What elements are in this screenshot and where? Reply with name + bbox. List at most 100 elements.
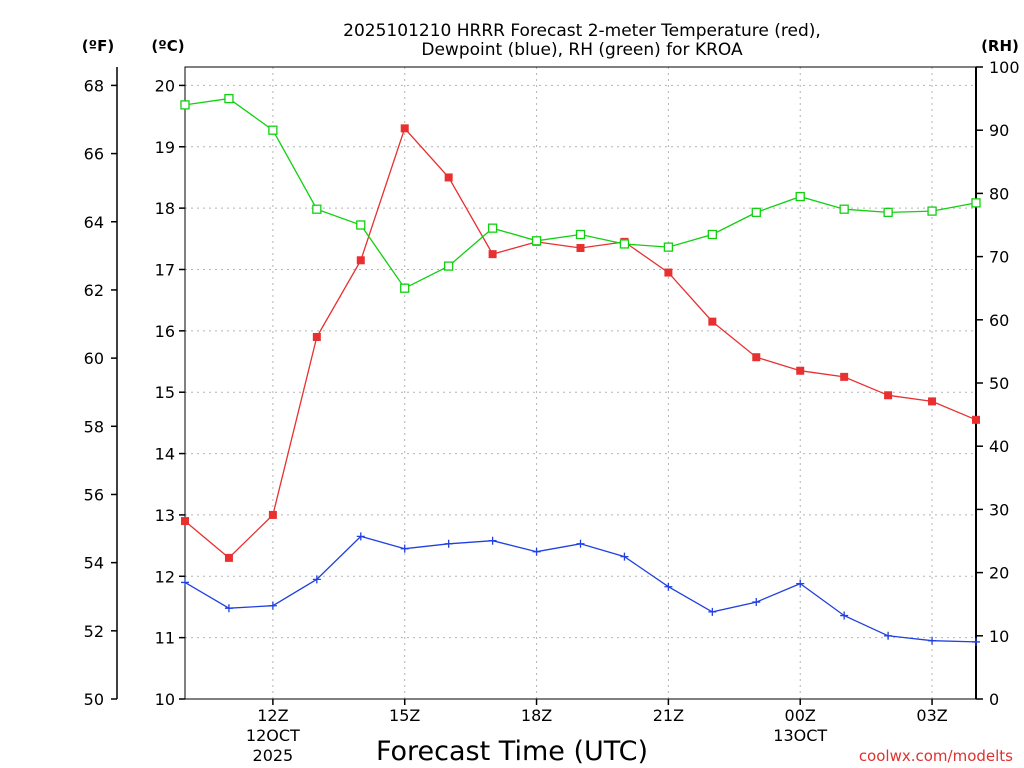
fahrenheit-tick-label: 54 xyxy=(84,554,104,573)
dewpoint-marker xyxy=(488,536,497,545)
dewpoint-marker xyxy=(884,631,893,640)
rh-marker xyxy=(663,242,674,252)
fahrenheit-tick-label: 52 xyxy=(84,622,104,641)
rh-tick-label: 10 xyxy=(989,627,1009,646)
fahrenheit-tick-label: 68 xyxy=(84,76,104,95)
dewpoint-marker xyxy=(356,532,365,541)
rh-tick-label: 40 xyxy=(989,437,1009,456)
rh-marker xyxy=(268,125,278,135)
rh-marker xyxy=(531,236,542,246)
dewpoint-marker xyxy=(224,604,233,613)
celsius-tick-label: 13 xyxy=(155,506,175,525)
rh-tick-label: 20 xyxy=(989,564,1009,583)
rh-marker xyxy=(400,283,410,293)
temperature-series xyxy=(181,124,980,562)
x-tick-label: 21Z xyxy=(653,706,684,725)
celsius-tick-label: 10 xyxy=(155,690,175,709)
x-tick-label: 18Z xyxy=(521,706,552,725)
dewpoint-marker xyxy=(708,607,717,616)
dewpoint-marker xyxy=(620,552,629,561)
dewpoint-marker xyxy=(444,539,453,548)
temperature-marker xyxy=(840,372,849,381)
celsius-tick-label: 19 xyxy=(155,138,175,157)
rh-marker xyxy=(356,220,366,230)
x-tick-label: 12Z xyxy=(257,706,288,725)
temperature-marker xyxy=(400,124,409,133)
temperature-line xyxy=(184,127,977,559)
rh-tick-label: 0 xyxy=(989,690,999,709)
dewpoint-marker xyxy=(664,582,673,591)
dewpoint-marker xyxy=(752,598,761,607)
fahrenheit-axis: 50 52 54 56 58 60 62 64 66 68 xyxy=(84,76,117,709)
rh-marker xyxy=(839,204,849,214)
x-tick-date: 12OCT xyxy=(246,726,300,745)
celsius-tick-label: 14 xyxy=(155,445,175,464)
chart-title-line1: 2025101210 HRRR Forecast 2-meter Tempera… xyxy=(343,21,821,41)
rh-axis: 0 10 20 30 40 50 60 70 80 90 100 xyxy=(976,58,1020,709)
fahrenheit-unit-label: (ºF) xyxy=(82,37,114,55)
dewpoint-marker xyxy=(796,579,805,588)
dewpoint-series xyxy=(181,532,980,646)
rh-tick-label: 50 xyxy=(989,374,1009,393)
rh-tick-label: 60 xyxy=(989,311,1009,330)
x-tick-label: 03Z xyxy=(916,706,947,725)
celsius-tick-label: 16 xyxy=(155,322,175,341)
rh-marker xyxy=(927,206,937,216)
x-tick-label: 15Z xyxy=(389,706,420,725)
temperature-marker xyxy=(972,415,980,424)
rh-tick-label: 80 xyxy=(989,184,1009,203)
rh-marker xyxy=(707,229,717,240)
temperature-marker xyxy=(796,366,805,375)
rh-marker xyxy=(224,93,234,104)
rh-marker xyxy=(575,229,586,240)
dewpoint-marker xyxy=(928,636,937,645)
temperature-marker xyxy=(576,244,585,253)
rh-tick-label: 90 xyxy=(989,121,1009,140)
rh-marker xyxy=(751,207,761,218)
rh-marker xyxy=(619,239,630,249)
celsius-tick-label: 11 xyxy=(155,629,175,648)
rh-series xyxy=(180,93,981,293)
celsius-tick-label: 15 xyxy=(155,383,175,402)
rh-tick-label: 100 xyxy=(989,58,1020,77)
chart-title-line2: Dewpoint (blue), RH (green) for KROA xyxy=(421,40,743,60)
temperature-marker xyxy=(356,256,365,265)
temperature-marker xyxy=(928,397,937,406)
x-tick-label: 00Z xyxy=(785,706,816,725)
celsius-tick-label: 18 xyxy=(155,199,175,218)
fahrenheit-tick-label: 58 xyxy=(84,417,104,436)
dewpoint-marker xyxy=(400,544,409,553)
rh-marker xyxy=(312,204,322,214)
temperature-marker xyxy=(752,353,761,362)
dewpoint-marker xyxy=(576,539,585,548)
rh-marker xyxy=(795,191,805,202)
dewpoint-marker xyxy=(181,578,189,587)
dewpoint-marker xyxy=(972,637,980,646)
temperature-marker xyxy=(444,173,453,182)
rh-unit-label: (RH) xyxy=(981,37,1019,55)
dewpoint-marker xyxy=(840,611,849,620)
rh-marker xyxy=(883,207,893,218)
temperature-marker xyxy=(268,510,277,519)
x-tick-date: 13OCT xyxy=(773,726,827,745)
celsius-tick-label: 12 xyxy=(155,567,175,586)
fahrenheit-tick-label: 56 xyxy=(84,485,104,504)
temperature-marker xyxy=(224,553,233,562)
temperature-marker xyxy=(488,250,497,259)
x-axis-title: Forecast Time (UTC) xyxy=(376,736,648,767)
temperature-marker xyxy=(181,517,189,526)
rh-tick-label: 70 xyxy=(989,248,1009,267)
x-tick-year: 2025 xyxy=(253,746,294,765)
temperature-marker xyxy=(884,391,893,400)
fahrenheit-tick-label: 64 xyxy=(84,213,104,232)
celsius-axis: 10 11 12 13 14 15 16 17 18 19 20 xyxy=(155,76,185,709)
series-layer xyxy=(180,93,981,646)
credit-text: coolwx.com/modelts xyxy=(859,747,1013,765)
fahrenheit-tick-label: 66 xyxy=(84,145,104,164)
rh-marker xyxy=(971,198,981,208)
celsius-tick-label: 20 xyxy=(155,76,175,95)
rh-marker xyxy=(444,261,454,271)
dewpoint-marker xyxy=(312,575,321,584)
dewpoint-line xyxy=(184,535,977,643)
